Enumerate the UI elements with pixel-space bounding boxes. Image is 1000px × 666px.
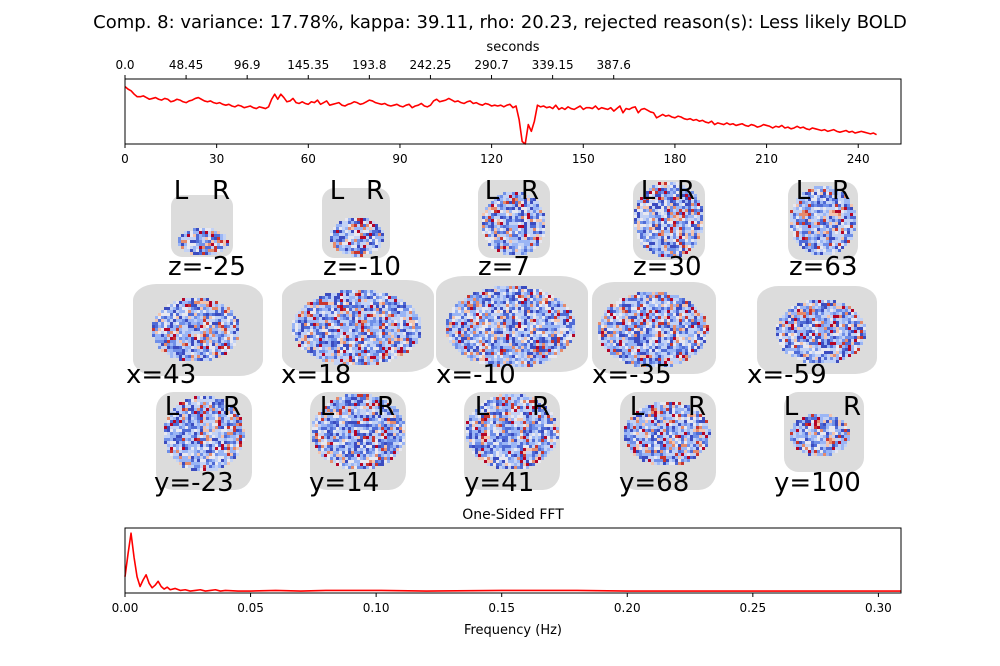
timeseries-bottom-tick-label: 30 <box>209 152 224 166</box>
fft-panel: One-Sided FFT 0.00 0.05 0.10 0.15 0.20 0.25 0.… <box>112 507 902 638</box>
slice-coordinate-label: y=68 <box>619 468 689 498</box>
timeseries-bottom-tick-label: 240 <box>847 152 870 166</box>
timeseries-bottom-tick-label: 90 <box>392 152 407 166</box>
brain-slice-axial: L Rz=63 <box>788 176 858 282</box>
orientation-right-label: R <box>223 392 241 422</box>
slice-coordinate-label: x=18 <box>281 360 351 390</box>
timeseries-top-tick-label: 193.8 <box>352 58 386 72</box>
orientation-right-label: R <box>212 176 230 206</box>
timeseries-top-tick-label: 48.45 <box>169 58 203 72</box>
orientation-left-label: L <box>630 392 645 422</box>
brain-slice-coronal: L Ry=41 <box>464 392 560 498</box>
orientation-left-label: L <box>330 176 345 206</box>
brain-slice-sagittal: x=-59 <box>747 286 877 390</box>
timeseries-panel: seconds 0.0 48.45 96.9 145.35 193.8 242.25 290… <box>115 40 902 166</box>
fft-x-axis-label: Frequency (Hz) <box>464 623 562 638</box>
brain-slice-axial: L Rz=30 <box>633 176 705 282</box>
fft-tick-label: 0.30 <box>865 601 892 615</box>
timeseries-bottom-ticks: 0 30 60 90 120 150 180 210 240 <box>121 144 870 166</box>
fft-plot-area <box>124 532 901 592</box>
slice-coordinate-label: z=-25 <box>168 252 246 282</box>
timeseries-bottom-tick-label: 210 <box>755 152 778 166</box>
fft-title: One-Sided FFT <box>462 507 564 523</box>
timeseries-top-ticks: 0.0 48.45 96.9 145.35 193.8 242.25 290.7 339.15… <box>115 58 631 79</box>
slice-coordinate-label: z=-10 <box>323 252 401 282</box>
timeseries-bottom-tick-label: 120 <box>480 152 503 166</box>
orientation-right-label: R <box>377 392 395 422</box>
brain-slice-coronal: L Ry=14 <box>309 392 406 498</box>
orientation-right-label: R <box>843 392 861 422</box>
orientation-left-label: L <box>784 392 799 422</box>
brain-slice-coronal: L Ry=-23 <box>154 392 252 498</box>
slice-coordinate-label: y=100 <box>774 468 861 498</box>
slice-coordinate-label: x=-59 <box>747 360 827 390</box>
timeseries-bottom-tick-label: 150 <box>572 152 595 166</box>
fft-tick-label: 0.20 <box>614 601 641 615</box>
timeseries-top-tick-label: 242.25 <box>409 58 451 72</box>
timeseries-axes-frame <box>124 78 902 145</box>
figure-title: Comp. 8: variance: 17.78%, kappa: 39.11,… <box>93 12 907 33</box>
fft-tick-label: 0.15 <box>488 601 515 615</box>
timeseries-top-tick-label: 96.9 <box>234 58 261 72</box>
orientation-left-label: L <box>796 176 811 206</box>
brain-row-coronal: L Ry=-23 L Ry=14 L Ry=41 L Ry=68 L Ry=100 <box>154 392 864 498</box>
slice-coordinate-label: y=41 <box>464 468 534 498</box>
brain-slice-axial: L Rz=-10 <box>322 176 401 282</box>
timeseries-line <box>124 85 877 145</box>
slice-coordinate-label: y=14 <box>309 468 379 498</box>
brain-slice-sagittal: x=-35 <box>592 282 716 390</box>
brain-slice-sagittal: x=-10 <box>436 276 588 390</box>
brain-slice-axial: L Rz=7 <box>478 176 550 282</box>
orientation-left-label: L <box>485 176 500 206</box>
orientation-left-label: L <box>475 392 490 422</box>
timeseries-bottom-tick-label: 0 <box>121 152 129 166</box>
slice-coordinate-label: z=30 <box>633 252 702 282</box>
timeseries-top-tick-label: 387.6 <box>597 58 631 72</box>
brain-row-axial: L Rz=-25L Rz=-10L Rz=7L Rz=30L Rz=63 <box>168 176 858 282</box>
orientation-right-label: R <box>832 176 850 206</box>
timeseries-top-tick-label: 290.7 <box>474 58 508 72</box>
brain-row-sagittal: x=43 x=18 x=-10 x=-35 x=-59 <box>126 276 877 390</box>
timeseries-top-axis-label: seconds <box>486 40 539 55</box>
slice-coordinate-label: y=-23 <box>154 468 234 498</box>
fft-tick-label: 0.00 <box>112 601 139 615</box>
slice-coordinate-label: x=-10 <box>436 360 516 390</box>
fft-tick-label: 0.25 <box>739 601 766 615</box>
timeseries-top-tick-label: 145.35 <box>287 58 329 72</box>
fft-line <box>124 532 901 592</box>
orientation-right-label: R <box>677 176 695 206</box>
fft-axes-frame <box>124 527 902 594</box>
timeseries-top-tick-label: 0.0 <box>115 58 134 72</box>
slice-coordinate-label: z=63 <box>789 252 858 282</box>
slice-coordinate-label: x=-35 <box>592 360 672 390</box>
brain-slice-coronal: L Ry=100 <box>774 392 864 498</box>
orientation-right-label: R <box>688 392 706 422</box>
timeseries-top-tick-label: 339.15 <box>532 58 574 72</box>
orientation-right-label: R <box>532 392 550 422</box>
brain-slice-axial: L Rz=-25 <box>168 176 246 282</box>
orientation-left-label: L <box>641 176 656 206</box>
fft-x-ticks: 0.00 0.05 0.10 0.15 0.20 0.25 0.30 <box>112 593 892 615</box>
orientation-left-label: L <box>165 392 180 422</box>
timeseries-bottom-tick-label: 60 <box>301 152 316 166</box>
brain-slice-sagittal: x=43 <box>126 284 263 390</box>
fft-tick-label: 0.05 <box>237 601 264 615</box>
brain-slice-coronal: L Ry=68 <box>619 392 716 498</box>
brain-slice-sagittal: x=18 <box>281 280 434 390</box>
orientation-left-label: L <box>320 392 335 422</box>
orientation-right-label: R <box>521 176 539 206</box>
orientation-left-label: L <box>174 176 189 206</box>
timeseries-bottom-tick-label: 180 <box>663 152 686 166</box>
orientation-right-label: R <box>366 176 384 206</box>
brain-montage: L Rz=-25L Rz=-10L Rz=7L Rz=30L Rz=63x=43 x=18 x… <box>126 176 877 498</box>
slice-coordinate-label: x=43 <box>126 360 196 390</box>
fft-tick-label: 0.10 <box>363 601 390 615</box>
timeseries-plot-area <box>124 85 877 145</box>
